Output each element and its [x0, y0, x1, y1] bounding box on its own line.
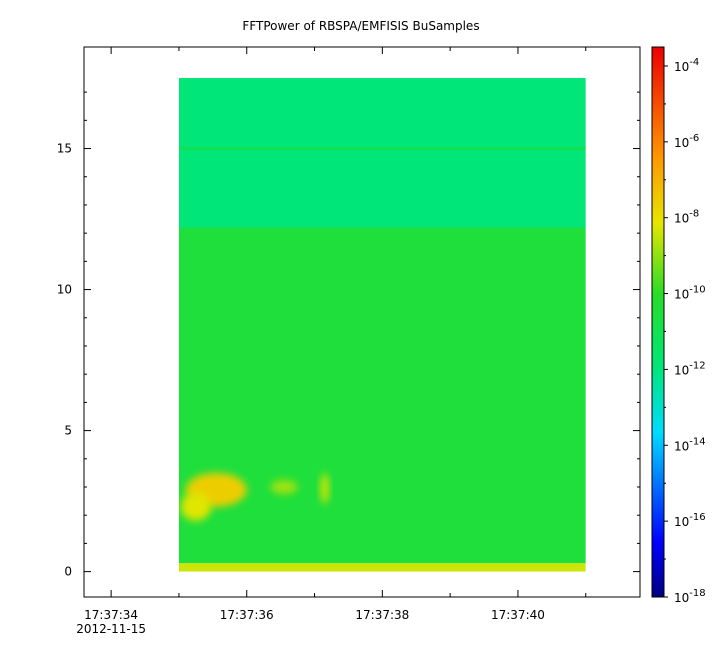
x-axis: 17:37:34 17:37:36 17:37:38 17:37:40 2012-11-…: [76, 47, 587, 636]
colorbar-tick-label: 10-16: [674, 512, 706, 529]
colorbar-tick-label: 10-12: [674, 360, 706, 377]
colorbar-tick-label: 10-10: [674, 285, 706, 302]
wave-power-blob: [180, 492, 212, 521]
y-tick-label: 15: [57, 142, 72, 156]
colorbar-tick-label: 10-8: [674, 209, 699, 226]
spectrogram-band: [178, 227, 586, 564]
x-tick-label: 17:37:36: [220, 608, 274, 622]
y-tick-label: 0: [64, 565, 72, 579]
x-tick-label: 17:37:34: [84, 608, 138, 622]
y-axis: 0 5 10 15: [57, 91, 640, 579]
wave-power-blob: [320, 472, 329, 504]
x-date-label: 2012-11-15: [76, 622, 146, 636]
y-tick-label: 10: [57, 283, 72, 297]
colorbar-tick-label: 10-6: [674, 133, 699, 150]
plot-area: [83, 46, 641, 598]
chart-title: FFTPower of RBSPA/EMFISIS BuSamples: [242, 19, 479, 33]
spectrogram-image: [178, 78, 586, 572]
colorbar-bar: [651, 46, 665, 598]
colorbar: 10-4 10-6 10-8 10-10 10-12 10-14 10-16 10-18: [651, 46, 706, 605]
colorbar-tick-label: 10-14: [674, 436, 706, 453]
spectrogram-band: [178, 78, 586, 228]
wave-power-blob: [270, 479, 298, 495]
colorbar-tick-label: 10-4: [674, 57, 699, 74]
spectral-line: [178, 147, 586, 151]
x-tick-label: 17:37:38: [355, 608, 409, 622]
y-tick-label: 5: [64, 424, 72, 438]
spectrogram-band: [178, 563, 586, 572]
noise-texture: [179, 78, 586, 572]
x-tick-label: 17:37:40: [491, 608, 545, 622]
colorbar-tick-label: 10-18: [674, 588, 706, 605]
